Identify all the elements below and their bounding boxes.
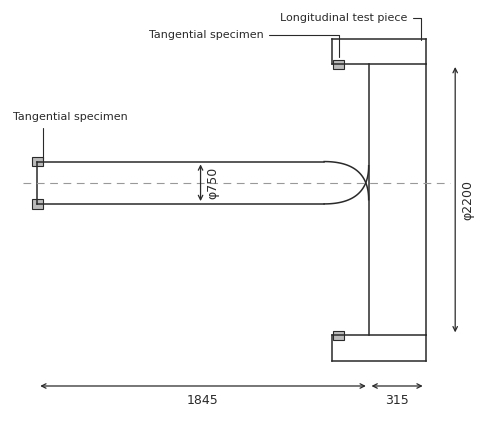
Text: φ2200: φ2200	[462, 180, 474, 220]
Text: 1845: 1845	[187, 394, 219, 407]
Text: Tangential specimen: Tangential specimen	[12, 112, 128, 159]
Text: Longitudinal test piece: Longitudinal test piece	[280, 12, 420, 40]
Text: φ750: φ750	[206, 166, 220, 199]
Bar	[32, 199, 43, 208]
Bar	[32, 157, 43, 166]
Bar	[333, 60, 344, 69]
Bar	[333, 330, 344, 340]
Text: 315: 315	[385, 394, 409, 407]
Text: Tangential specimen: Tangential specimen	[148, 30, 338, 57]
